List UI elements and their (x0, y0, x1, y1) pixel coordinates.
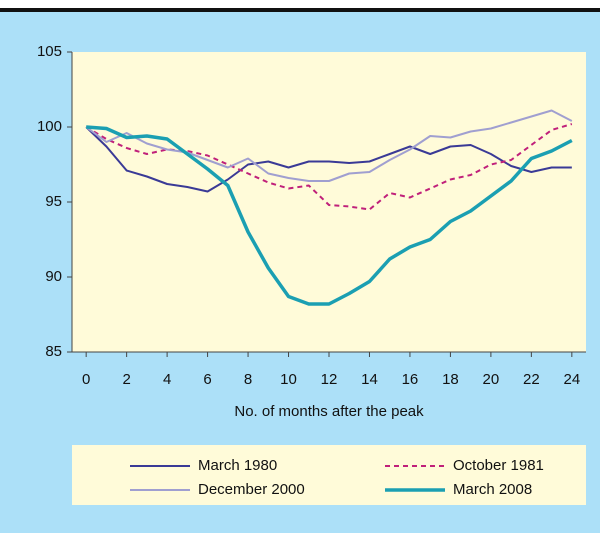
series-line (85, 123, 573, 211)
y-tick-label: 90 (45, 268, 62, 285)
x-tick-label: 16 (402, 371, 419, 388)
x-axis-title: No. of months after the peak (234, 403, 424, 420)
legend-label: December 2000 (198, 481, 305, 498)
series-line (85, 126, 572, 193)
y-tick-label: 105 (37, 43, 62, 60)
series-line (85, 109, 573, 182)
x-tick-label: 18 (442, 371, 459, 388)
x-tick-label: 20 (483, 371, 500, 388)
legend-box (72, 445, 586, 505)
x-tick-label: 10 (280, 371, 297, 388)
x-tick-label: 24 (563, 371, 580, 388)
plot-area (72, 52, 586, 352)
x-tick-label: 12 (321, 371, 338, 388)
x-tick-label: 0 (82, 371, 90, 388)
x-tick-label: 8 (244, 371, 252, 388)
legend-label: March 2008 (453, 481, 532, 498)
x-tick-label: 14 (361, 371, 378, 388)
y-tick-label: 95 (45, 193, 62, 210)
legend-label: March 1980 (198, 457, 277, 474)
y-tick-label: 100 (37, 118, 62, 135)
legend-label: October 1981 (453, 457, 544, 474)
y-tick-label: 85 (45, 343, 62, 360)
x-tick-label: 22 (523, 371, 540, 388)
top-rule (0, 8, 600, 12)
series-line (86, 125, 573, 306)
x-tick-label: 4 (163, 371, 171, 388)
x-tick-label: 2 (122, 371, 130, 388)
x-tick-label: 6 (203, 371, 211, 388)
